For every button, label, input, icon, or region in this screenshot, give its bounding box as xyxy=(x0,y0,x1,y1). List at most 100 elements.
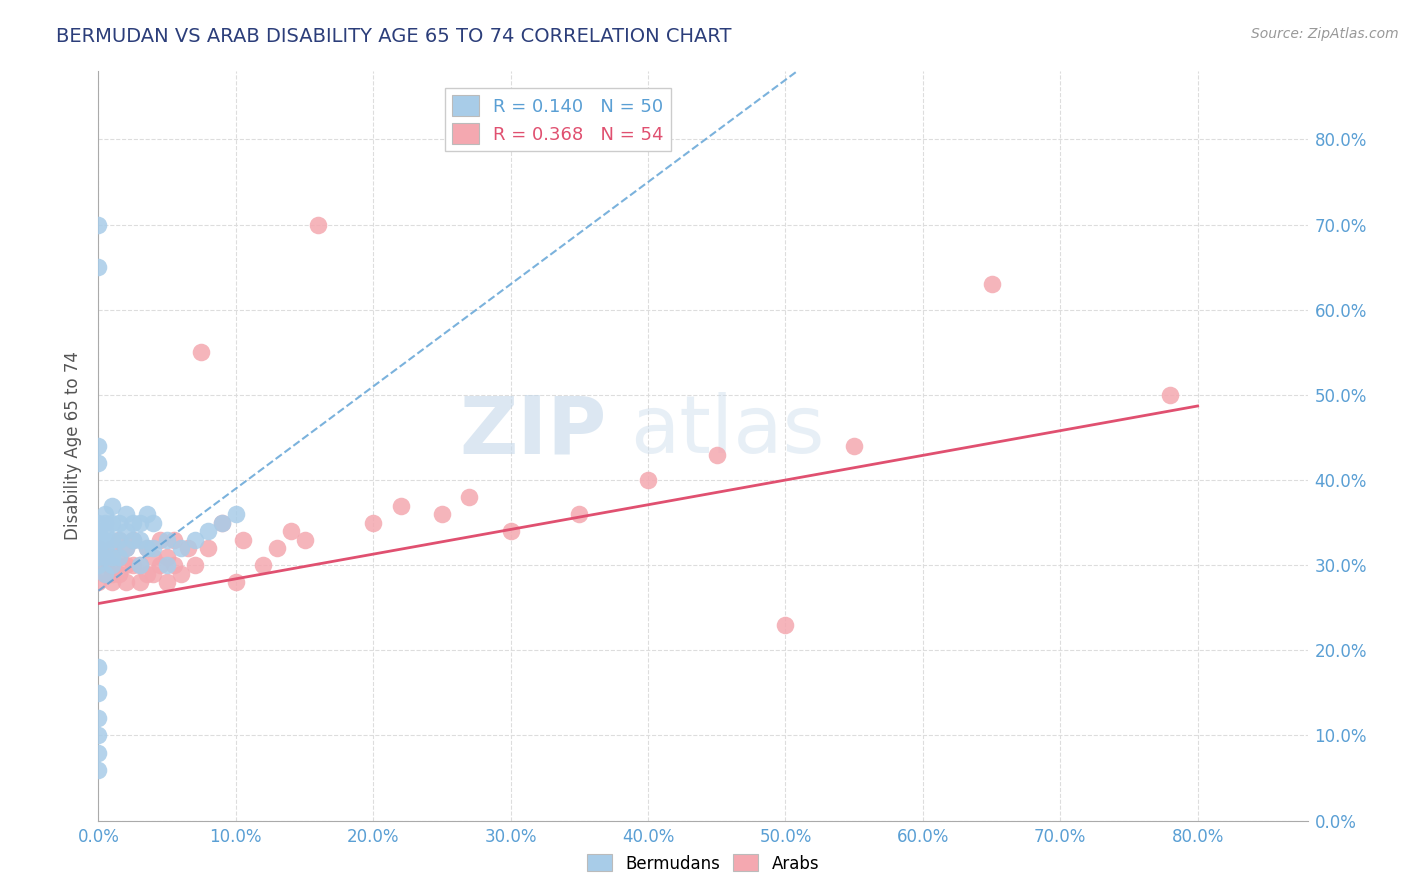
Text: atlas: atlas xyxy=(630,392,825,470)
Point xyxy=(87,575,110,590)
Point xyxy=(170,566,193,581)
Point xyxy=(177,541,200,556)
Point xyxy=(115,507,138,521)
Point xyxy=(87,763,110,777)
Point xyxy=(94,566,117,581)
Point xyxy=(156,533,179,547)
Point xyxy=(142,549,165,564)
Point xyxy=(499,524,522,538)
Point xyxy=(197,524,219,538)
Point xyxy=(115,575,138,590)
Point xyxy=(232,533,254,547)
Point xyxy=(101,499,124,513)
Point xyxy=(197,541,219,556)
Point xyxy=(190,345,212,359)
Point xyxy=(1159,388,1181,402)
Point xyxy=(115,524,138,538)
Point xyxy=(775,617,797,632)
Point xyxy=(128,558,150,573)
Point xyxy=(266,541,288,556)
Point xyxy=(108,516,131,530)
Point xyxy=(225,507,247,521)
Point xyxy=(156,549,179,564)
Point xyxy=(128,575,150,590)
Point xyxy=(87,533,110,547)
Point xyxy=(115,541,138,556)
Point xyxy=(163,558,186,573)
Point xyxy=(94,549,117,564)
Point xyxy=(183,558,205,573)
Point xyxy=(430,507,453,521)
Point xyxy=(149,558,172,573)
Point xyxy=(87,660,110,674)
Point xyxy=(458,490,481,504)
Point xyxy=(135,541,157,556)
Point xyxy=(87,558,110,573)
Point xyxy=(94,507,117,521)
Point xyxy=(844,439,866,453)
Point xyxy=(142,566,165,581)
Point xyxy=(108,566,131,581)
Point xyxy=(87,456,110,470)
Legend: R = 0.140   N = 50, R = 0.368   N = 54: R = 0.140 N = 50, R = 0.368 N = 54 xyxy=(444,88,671,152)
Point xyxy=(101,541,124,556)
Point xyxy=(142,541,165,556)
Point xyxy=(108,549,131,564)
Y-axis label: Disability Age 65 to 74: Disability Age 65 to 74 xyxy=(65,351,83,541)
Point xyxy=(101,566,124,581)
Point xyxy=(121,558,143,573)
Point xyxy=(108,533,131,547)
Point xyxy=(115,558,138,573)
Point xyxy=(101,558,124,573)
Point xyxy=(128,516,150,530)
Point xyxy=(568,507,591,521)
Point xyxy=(87,686,110,700)
Point xyxy=(135,566,157,581)
Point xyxy=(87,746,110,760)
Point xyxy=(101,575,124,590)
Point xyxy=(135,541,157,556)
Point xyxy=(121,516,143,530)
Point xyxy=(87,524,110,538)
Point xyxy=(87,541,110,556)
Point xyxy=(94,533,117,547)
Point xyxy=(211,516,233,530)
Point xyxy=(94,566,117,581)
Point xyxy=(101,558,124,573)
Point xyxy=(142,516,165,530)
Point xyxy=(87,729,110,743)
Point xyxy=(706,448,728,462)
Legend: Bermudans, Arabs: Bermudans, Arabs xyxy=(581,847,825,880)
Point xyxy=(94,524,117,538)
Point xyxy=(87,549,110,564)
Point xyxy=(108,549,131,564)
Point xyxy=(101,533,124,547)
Text: ZIP: ZIP xyxy=(458,392,606,470)
Point xyxy=(94,541,117,556)
Point xyxy=(163,533,186,547)
Point xyxy=(87,558,110,573)
Point xyxy=(87,711,110,725)
Point xyxy=(307,218,329,232)
Point xyxy=(128,558,150,573)
Point xyxy=(94,549,117,564)
Point xyxy=(87,439,110,453)
Point xyxy=(156,575,179,590)
Point xyxy=(170,541,193,556)
Text: BERMUDAN VS ARAB DISABILITY AGE 65 TO 74 CORRELATION CHART: BERMUDAN VS ARAB DISABILITY AGE 65 TO 74… xyxy=(56,27,731,45)
Point xyxy=(294,533,316,547)
Point xyxy=(225,575,247,590)
Point xyxy=(980,277,1002,292)
Point xyxy=(183,533,205,547)
Point xyxy=(128,533,150,547)
Point xyxy=(94,516,117,530)
Point xyxy=(211,516,233,530)
Point xyxy=(280,524,302,538)
Point xyxy=(115,541,138,556)
Point xyxy=(389,499,412,513)
Point xyxy=(87,260,110,275)
Point xyxy=(121,533,143,547)
Point xyxy=(637,473,659,487)
Point xyxy=(87,218,110,232)
Point xyxy=(101,549,124,564)
